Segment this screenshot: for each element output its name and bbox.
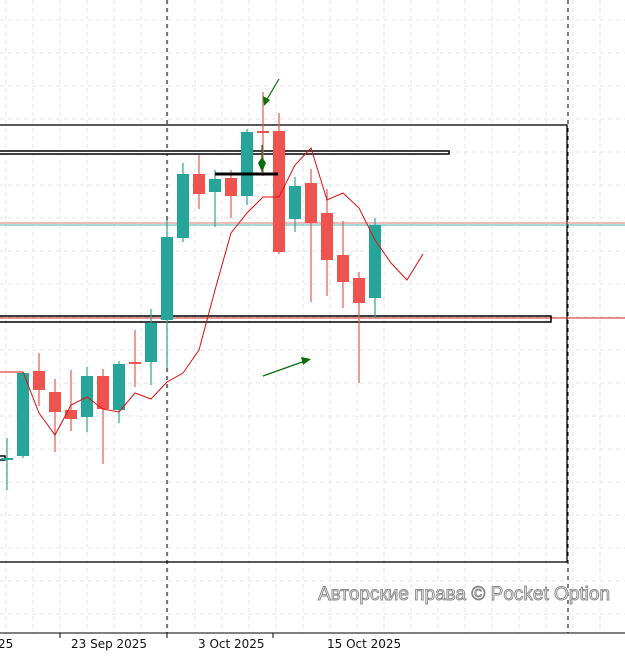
candle-down xyxy=(353,278,365,303)
candle-up xyxy=(1,458,13,460)
candles xyxy=(1,92,381,490)
arrow-line xyxy=(265,78,280,102)
candle-down xyxy=(33,371,45,390)
candle-down xyxy=(305,183,317,223)
arrow-down-icon xyxy=(263,96,270,106)
arrow-down-icon xyxy=(258,157,266,172)
lower-band-drawing xyxy=(0,315,552,323)
candle-up xyxy=(161,237,173,320)
candle-down xyxy=(337,255,349,282)
arrow-line xyxy=(262,360,306,377)
candle-down xyxy=(65,410,77,419)
x-tick-label: 3 Oct 2025 xyxy=(198,637,265,651)
candle-up xyxy=(209,179,221,192)
candle-up xyxy=(369,225,381,298)
watermark: Авторские права © Pocket Option xyxy=(318,584,610,605)
drawings xyxy=(0,124,625,563)
candle-up xyxy=(17,373,29,456)
candle-down xyxy=(193,174,205,194)
candle-up xyxy=(241,132,253,196)
candle-up xyxy=(145,323,157,362)
candle-down xyxy=(225,178,237,196)
candle-down xyxy=(257,131,269,133)
candle-down xyxy=(129,362,141,364)
moving-average xyxy=(0,147,424,436)
candle-down xyxy=(97,376,109,409)
x-axis: 25 23 Sep 2025 3 Oct 2025 15 Oct 2025 xyxy=(0,632,625,651)
moving-average-line xyxy=(0,147,424,436)
candle-down xyxy=(321,213,333,260)
candle-up xyxy=(113,364,125,410)
drawings-front xyxy=(215,78,311,377)
candle-down xyxy=(273,131,285,252)
candle-up xyxy=(177,174,189,238)
upper-band-drawing xyxy=(0,150,450,155)
x-tick-label: 25 xyxy=(0,637,13,651)
x-tick-label: 23 Sep 2025 xyxy=(71,637,147,651)
rectangle-drawing xyxy=(0,124,568,563)
candle-up xyxy=(289,186,301,219)
candle-down xyxy=(49,392,61,412)
x-tick-label: 15 Oct 2025 xyxy=(327,637,401,651)
grid xyxy=(0,0,625,638)
arrow-right-icon xyxy=(301,357,311,365)
